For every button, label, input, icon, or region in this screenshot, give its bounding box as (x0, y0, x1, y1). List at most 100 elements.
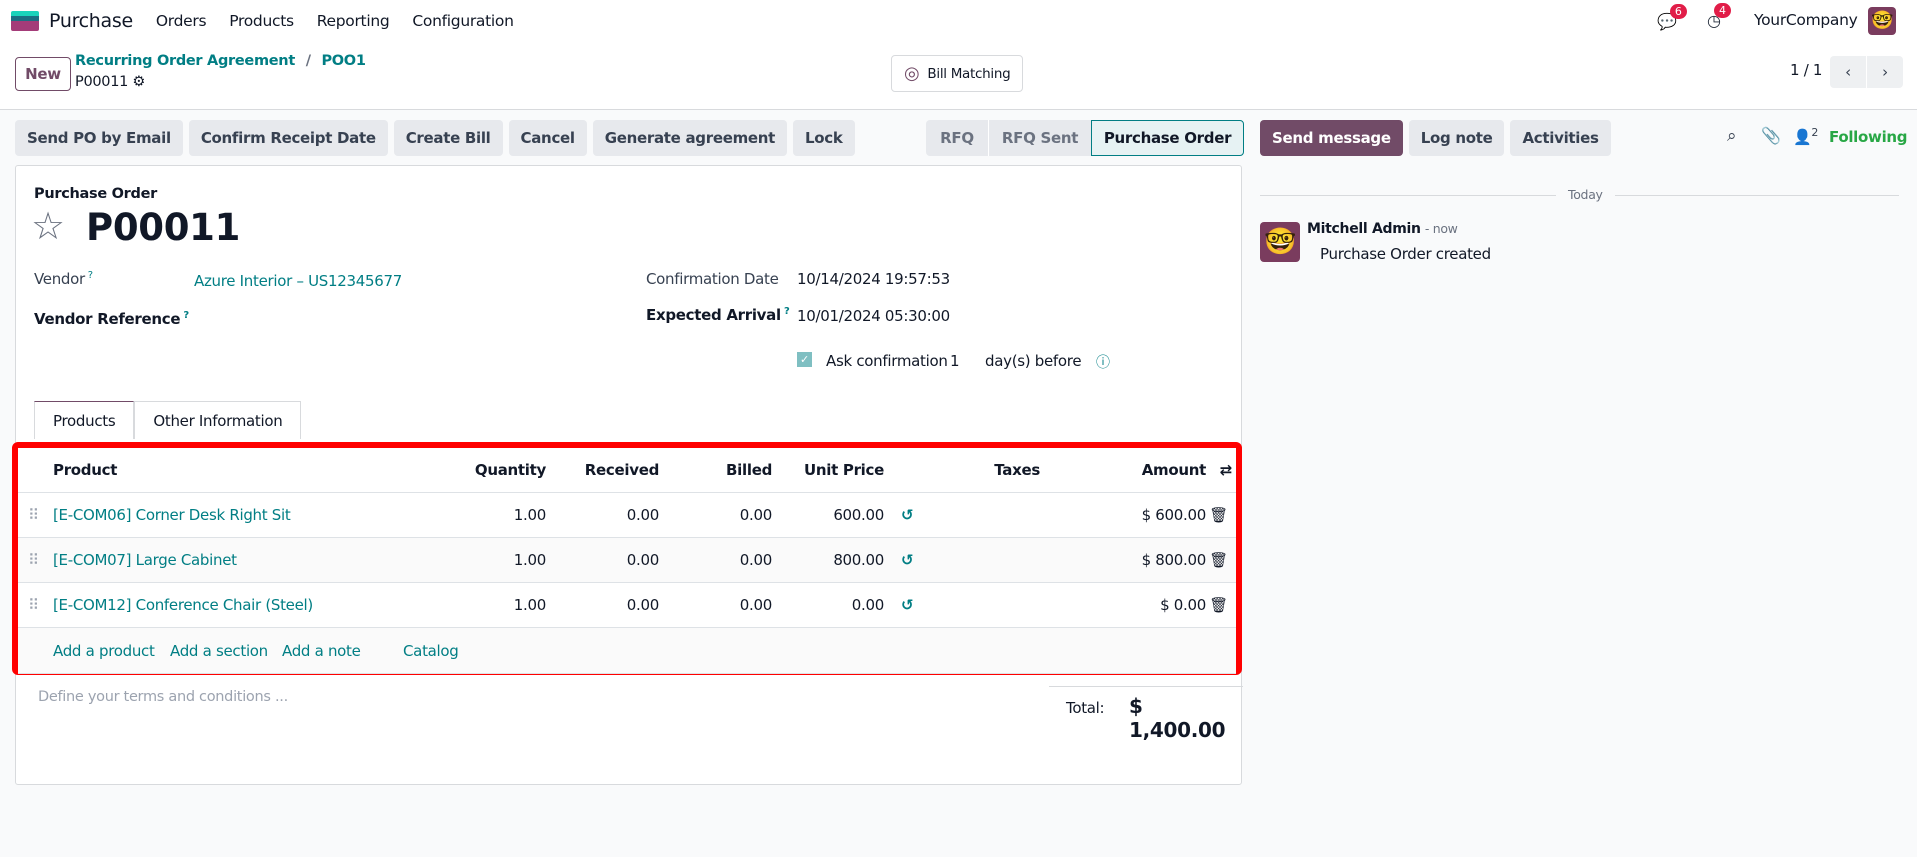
quantity-cell[interactable]: 1.00 (513, 551, 547, 569)
ask-confirmation-days[interactable]: 1 (950, 352, 960, 370)
send-message-button[interactable]: Send message (1260, 120, 1403, 156)
unit-price-cell[interactable]: 0.00 (851, 596, 885, 614)
trash-icon[interactable]: 🗑 (1209, 506, 1228, 524)
header-product[interactable]: Product (53, 461, 118, 479)
product-cell[interactable]: [E-COM06] Corner Desk Right Sit (53, 506, 291, 524)
menu-reporting[interactable]: Reporting (316, 12, 390, 30)
new-button[interactable]: New (15, 57, 71, 91)
create-bill-button[interactable]: Create Bill (393, 120, 503, 156)
status-rfq[interactable]: RFQ (926, 120, 988, 156)
product-cell[interactable]: [E-COM07] Large Cabinet (53, 551, 237, 569)
star-icon[interactable]: ☆ (31, 204, 65, 248)
table-header: Product Quantity Received Billed Unit Pr… (18, 448, 1236, 493)
lock-button[interactable]: Lock (793, 120, 855, 156)
generate-agreement-button[interactable]: Generate agreement (592, 120, 788, 156)
table-row[interactable]: ⠿ [E-COM12] Conference Chair (Steel) 1.0… (18, 583, 1236, 628)
terms-input[interactable]: Define your terms and conditions ... (38, 689, 288, 705)
confirmation-date-label: Confirmation Date (646, 270, 779, 288)
received-cell[interactable]: 0.00 (626, 596, 660, 614)
tab-other-information[interactable]: Other Information (134, 401, 302, 439)
add-section-link[interactable]: Add a section (170, 641, 268, 660)
record-name: P00011 ⚙ (75, 74, 145, 90)
tab-products[interactable]: Products (34, 401, 135, 439)
history-icon[interactable]: ↺ (901, 596, 914, 614)
bill-matching-button[interactable]: ◎ Bill Matching (891, 55, 1024, 92)
info-icon[interactable]: ⓘ (1096, 355, 1110, 371)
header-unit-price[interactable]: Unit Price (804, 461, 884, 479)
catalog-link[interactable]: Catalog (403, 641, 459, 660)
status-purchase-order[interactable]: Purchase Order (1091, 120, 1244, 156)
activities-button[interactable]: Activities (1510, 120, 1611, 156)
messages-icon[interactable]: 💬 6 (1657, 4, 1687, 31)
pager-next-icon[interactable]: › (1867, 56, 1903, 88)
form-tabs: Products Other Information (34, 401, 302, 439)
menu-products[interactable]: Products (229, 12, 294, 30)
amount-cell: $ 600.00 (1141, 506, 1207, 524)
billed-cell[interactable]: 0.00 (739, 551, 773, 569)
confirmation-date-value[interactable]: 10/14/2024 19:57:53 (797, 270, 950, 288)
vendor-field[interactable]: Azure Interior – US12345677 (194, 272, 402, 290)
expected-arrival-value[interactable]: 10/01/2024 05:30:00 (797, 307, 950, 325)
menu-configuration[interactable]: Configuration (412, 12, 514, 30)
target-icon: ◎ (904, 63, 920, 84)
cancel-button[interactable]: Cancel (508, 120, 587, 156)
following-button[interactable]: Following (1829, 128, 1908, 146)
breadcrumb-poo1[interactable]: POO1 (321, 53, 366, 69)
status-rfq-sent[interactable]: RFQ Sent (988, 120, 1091, 156)
add-product-link[interactable]: Add a product (53, 641, 155, 660)
paperclip-icon[interactable]: 📎 (1761, 126, 1781, 145)
table-row[interactable]: ⠿ [E-COM07] Large Cabinet 1.00 0.00 0.00… (18, 538, 1236, 583)
trash-icon[interactable]: 🗑 (1209, 551, 1228, 569)
gear-icon[interactable]: ⚙ (132, 74, 146, 90)
pager-prev-icon[interactable]: ‹ (1830, 56, 1866, 88)
drag-handle-icon[interactable]: ⠿ (28, 551, 39, 569)
quantity-cell[interactable]: 1.00 (513, 596, 547, 614)
activities-badge: 4 (1713, 3, 1731, 18)
received-cell[interactable]: 0.00 (626, 506, 660, 524)
search-icon[interactable]: ⌕ (1727, 126, 1737, 146)
header-billed[interactable]: Billed (726, 461, 772, 479)
author-avatar[interactable]: 🤓 (1260, 222, 1300, 262)
message-time: - now (1424, 221, 1458, 236)
expected-arrival-label: Expected Arrival ? (646, 306, 790, 324)
header-amount[interactable]: Amount (1141, 461, 1207, 479)
unit-price-cell[interactable]: 600.00 (833, 506, 884, 524)
total-divider (1049, 686, 1243, 687)
message-header: Mitchell Admin - now (1307, 221, 1458, 237)
send-po-email-button[interactable]: Send PO by Email (15, 120, 183, 156)
header-received[interactable]: Received (584, 461, 660, 479)
followers-count: 2 (1811, 126, 1819, 139)
action-buttons: Send PO by Email Confirm Receipt Date Cr… (15, 120, 861, 156)
header-taxes[interactable]: Taxes (994, 461, 1040, 479)
ask-confirmation-checkbox[interactable]: ✓ (797, 352, 812, 367)
drag-handle-icon[interactable]: ⠿ (28, 506, 39, 524)
billed-cell[interactable]: 0.00 (739, 596, 773, 614)
add-line-row: Add a product Add a section Add a note C… (18, 628, 1236, 674)
header-quantity[interactable]: Quantity (474, 461, 546, 479)
pager-value[interactable]: 1 / 1 (1790, 61, 1823, 79)
followers-icon[interactable]: 👤2 (1793, 126, 1819, 146)
breadcrumb-agreement[interactable]: Recurring Order Agreement (75, 53, 295, 69)
app-logo-icon[interactable] (11, 11, 39, 31)
menu-orders[interactable]: Orders (155, 12, 207, 30)
activities-icon[interactable]: ◷ 4 (1707, 3, 1731, 30)
company-switcher[interactable]: YourCompany (1754, 11, 1858, 29)
log-note-button[interactable]: Log note (1408, 120, 1505, 156)
quantity-cell[interactable]: 1.00 (513, 506, 547, 524)
column-settings-icon[interactable]: ⇄ (1219, 461, 1233, 479)
app-name[interactable]: Purchase (49, 10, 133, 32)
confirm-receipt-date-button[interactable]: Confirm Receipt Date (188, 120, 388, 156)
product-cell[interactable]: [E-COM12] Conference Chair (Steel) (53, 596, 313, 614)
drag-handle-icon[interactable]: ⠿ (28, 596, 39, 614)
history-icon[interactable]: ↺ (901, 551, 914, 569)
history-icon[interactable]: ↺ (901, 506, 914, 524)
trash-icon[interactable]: 🗑 (1209, 596, 1228, 614)
message-author[interactable]: Mitchell Admin (1307, 221, 1421, 237)
table-row[interactable]: ⠿ [E-COM06] Corner Desk Right Sit 1.00 0… (18, 493, 1236, 538)
vendor-label: Vendor ? (34, 270, 93, 288)
received-cell[interactable]: 0.00 (626, 551, 660, 569)
unit-price-cell[interactable]: 800.00 (833, 551, 884, 569)
user-avatar[interactable]: 🤓 (1868, 7, 1896, 35)
add-note-link[interactable]: Add a note (282, 641, 361, 660)
billed-cell[interactable]: 0.00 (739, 506, 773, 524)
